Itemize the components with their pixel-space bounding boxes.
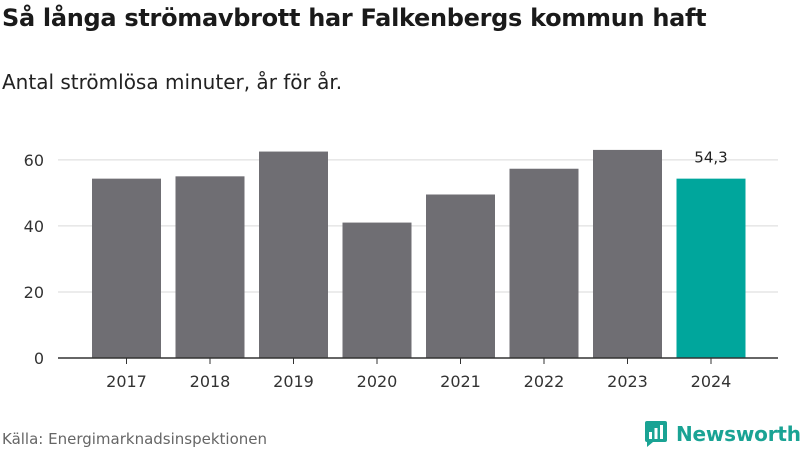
x-tick-label: 2022 — [524, 372, 565, 391]
bar-2020 — [342, 222, 412, 358]
bar-2019 — [259, 151, 328, 358]
y-tick-label: 40 — [24, 217, 44, 236]
newsworthy-icon — [645, 421, 667, 447]
data-label: 54,3 — [694, 149, 727, 167]
brand-name: Newsworthy — [676, 422, 800, 446]
x-tick-label: 2021 — [440, 372, 481, 391]
chart-title: Så långa strömavbrott har Falkenbergs ko… — [2, 4, 707, 32]
source-note: Källa: Energimarknadsinspektionen — [2, 430, 268, 448]
x-tick-label: 2019 — [273, 372, 314, 391]
y-tick-label: 0 — [34, 349, 44, 368]
x-tick-label: 2023 — [607, 372, 648, 391]
y-tick-label: 20 — [24, 283, 44, 302]
bar-2023 — [593, 149, 662, 358]
x-tick-label: 2017 — [106, 372, 147, 391]
bar-2017 — [92, 178, 161, 358]
bar-2021 — [426, 194, 495, 358]
newsworthy-logo: Newsworthy — [644, 420, 800, 448]
x-tick-label: 2018 — [190, 372, 231, 391]
chart-subtitle: Antal strömlösa minuter, år för år. — [2, 70, 343, 94]
bar-2018 — [175, 176, 245, 358]
x-tick-label: 2020 — [357, 372, 398, 391]
bar-2024 — [676, 178, 746, 358]
y-tick-label: 60 — [24, 151, 44, 170]
x-tick-label: 2024 — [691, 372, 732, 391]
bar-2022 — [509, 168, 579, 358]
